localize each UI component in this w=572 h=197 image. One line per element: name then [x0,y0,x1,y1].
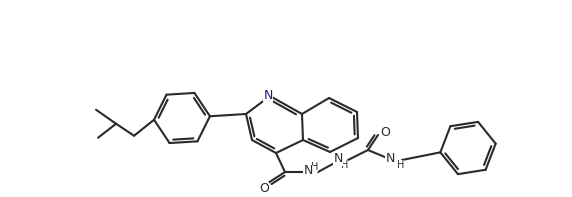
Text: N: N [303,164,313,177]
Text: N: N [386,152,395,165]
Text: O: O [380,126,390,139]
Text: O: O [259,181,269,194]
Text: N: N [263,88,273,101]
Text: H: H [311,162,319,172]
Text: N: N [333,152,343,165]
Text: H: H [397,160,404,170]
Text: H: H [341,160,348,170]
